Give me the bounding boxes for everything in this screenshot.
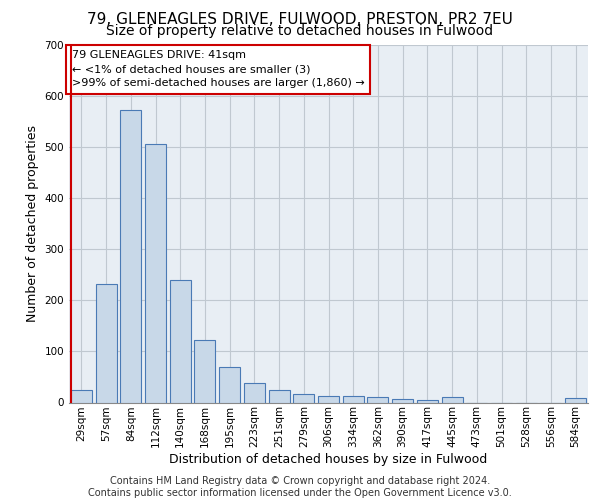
- Bar: [219, 367, 240, 402]
- Text: Size of property relative to detached houses in Fulwood: Size of property relative to detached ho…: [106, 24, 494, 38]
- Y-axis label: Number of detached properties: Number of detached properties: [26, 125, 39, 322]
- X-axis label: Distribution of detached houses by size in Fulwood: Distribution of detached houses by size …: [169, 453, 488, 466]
- Bar: [170, 280, 191, 402]
- Bar: [244, 383, 265, 402]
- Bar: [343, 396, 364, 402]
- Bar: [120, 110, 141, 403]
- Bar: [293, 394, 314, 402]
- Bar: [318, 396, 339, 402]
- Bar: [417, 400, 438, 402]
- Bar: [194, 340, 215, 402]
- Bar: [392, 399, 413, 402]
- Bar: [565, 398, 586, 402]
- Bar: [269, 390, 290, 402]
- Text: Contains HM Land Registry data © Crown copyright and database right 2024.
Contai: Contains HM Land Registry data © Crown c…: [88, 476, 512, 498]
- Bar: [95, 284, 116, 403]
- Bar: [145, 144, 166, 402]
- Text: 79 GLENEAGLES DRIVE: 41sqm
← <1% of detached houses are smaller (3)
>99% of semi: 79 GLENEAGLES DRIVE: 41sqm ← <1% of deta…: [71, 50, 364, 88]
- Bar: [71, 390, 92, 402]
- Bar: [367, 398, 388, 402]
- Bar: [442, 398, 463, 402]
- Text: 79, GLENEAGLES DRIVE, FULWOOD, PRESTON, PR2 7EU: 79, GLENEAGLES DRIVE, FULWOOD, PRESTON, …: [87, 12, 513, 28]
